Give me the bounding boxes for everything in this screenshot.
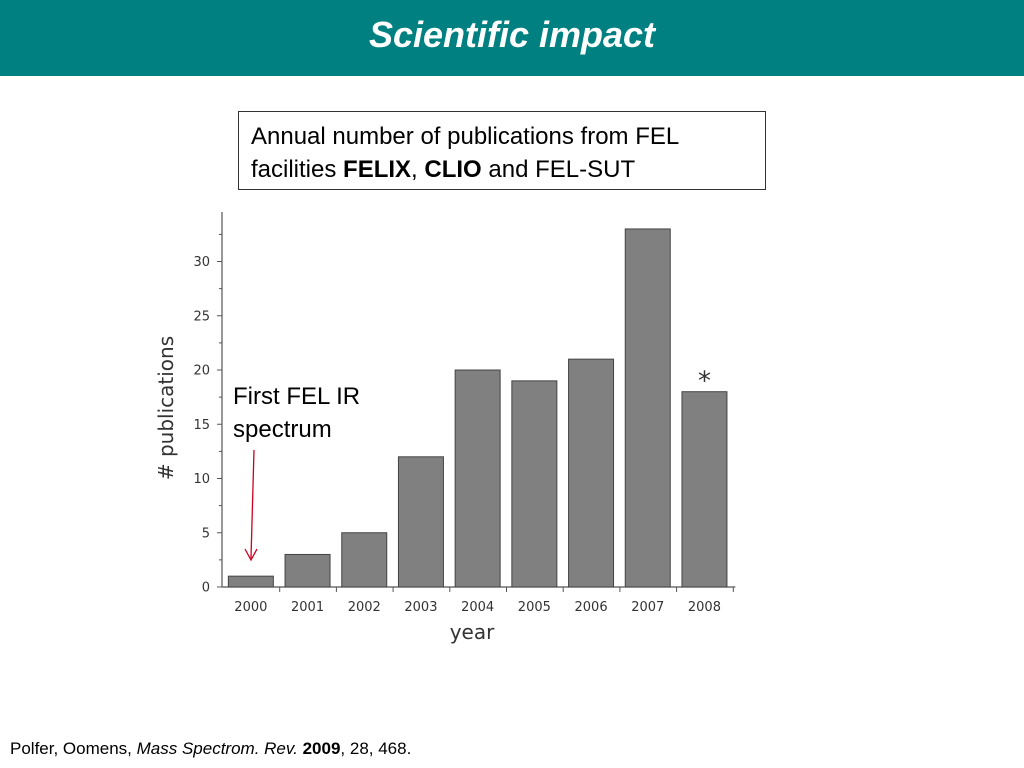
- x-tick-label: 2004: [461, 600, 494, 615]
- caption-box: Annual number of publications from FEL f…: [238, 111, 766, 190]
- bar-2001: [284, 553, 331, 588]
- bar-2007: [624, 228, 671, 588]
- caption-line-1: Annual number of publications from FEL: [251, 123, 680, 150]
- x-tick-label: 2006: [575, 600, 608, 615]
- y-tick-label: 15: [193, 418, 210, 433]
- citation: Polfer, Oomens, Mass Spectrom. Rev. 2009…: [10, 739, 411, 759]
- citation-rest: , 28, 468.: [340, 739, 412, 758]
- annotation-arrow-head: [244, 548, 258, 562]
- annotation-arrow-shaft: [250, 449, 255, 559]
- y-tick-label: 10: [193, 472, 210, 487]
- bar-2005: [511, 380, 558, 588]
- y-tick-label: 25: [193, 309, 210, 324]
- y-tick-label: 0: [202, 581, 210, 596]
- x-tick-label: 2003: [404, 600, 437, 615]
- caption-line-2: facilities FELIX, CLIO and FEL-SUT: [251, 153, 765, 186]
- caption-felix: FELIX: [343, 156, 412, 183]
- bar-2000: [227, 575, 274, 588]
- citation-year: 2009: [302, 739, 341, 758]
- y-tick-label: 5: [202, 526, 210, 541]
- y-tick-label: 30: [193, 255, 210, 270]
- x-tick-label: 2007: [631, 600, 664, 615]
- y-tick-label: 20: [193, 364, 210, 379]
- x-axis-label: year: [450, 620, 495, 644]
- y-axis-label: # publications: [154, 336, 178, 480]
- annotation-line-2: spectrum: [233, 416, 332, 443]
- caption-clio: CLIO: [424, 156, 482, 183]
- caption-prefix: facilities: [251, 156, 344, 183]
- title-bar: Scientific impact: [0, 0, 1024, 76]
- citation-authors: Polfer, Oomens,: [10, 739, 137, 758]
- slide-title: Scientific impact: [368, 14, 656, 55]
- citation-journal: Mass Spectrom. Rev.: [136, 739, 298, 758]
- annotation-line-1: First FEL IR: [233, 383, 361, 410]
- bar-2003: [397, 456, 444, 588]
- caption-suffix: and FEL-SUT: [481, 156, 636, 183]
- x-tick-label: 2005: [518, 600, 551, 615]
- x-tick-label: 2002: [348, 600, 381, 615]
- x-tick-label: 2008: [688, 600, 721, 615]
- bar-marker-2008: *: [698, 367, 711, 397]
- bar-2002: [341, 532, 388, 588]
- bar-2004: [454, 369, 501, 588]
- first-spectrum-annotation: First FEL IR spectrum: [233, 380, 360, 446]
- x-tick-label: 2000: [234, 600, 267, 615]
- caption-comma: ,: [411, 156, 425, 183]
- x-tick-label: 2001: [291, 600, 324, 615]
- bar-2006: [568, 358, 615, 588]
- bar-2008: [681, 391, 728, 588]
